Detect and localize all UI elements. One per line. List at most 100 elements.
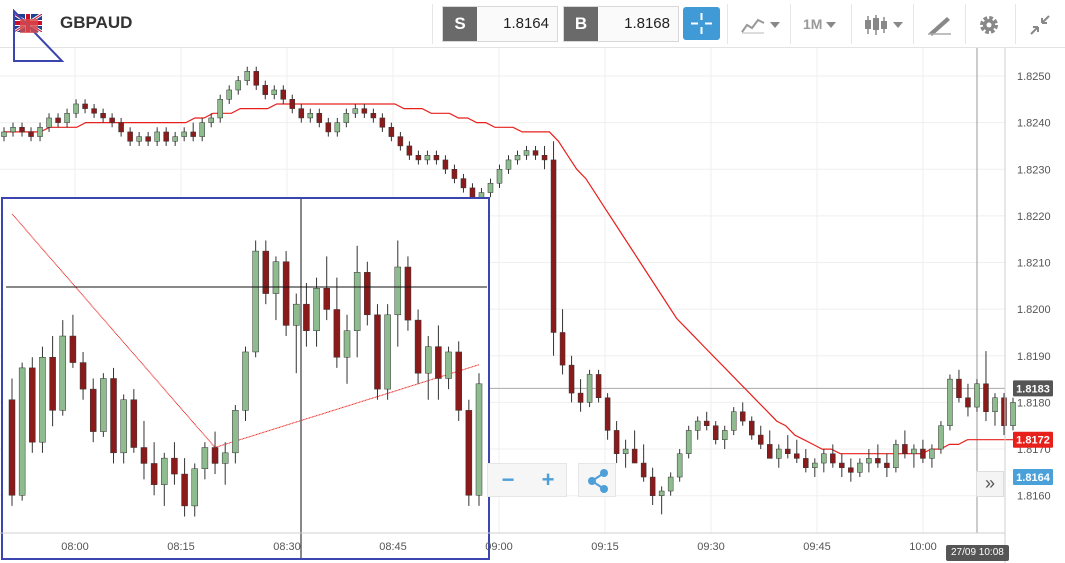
zoom-candle (171, 442, 178, 485)
share-button[interactable] (578, 463, 616, 497)
candle-body-bull (523, 150, 530, 156)
candle-body-bear (920, 448, 926, 459)
candle-body-bull (1, 131, 7, 137)
candle-body-bear (298, 108, 305, 119)
candle-body-bear (109, 117, 115, 123)
candle-body-bear (388, 127, 395, 137)
candle-body-bear (127, 131, 133, 142)
price-chart[interactable]: 1.8250 1.8240 1.8230 1.8220 1.8210 1.8200 1.81… (0, 48, 1065, 563)
zoom-candle (79, 351, 87, 400)
candle-body-bull (658, 490, 665, 496)
zoom-candle (69, 314, 77, 368)
candles-layer (1, 66, 1016, 515)
candle-body-bear (758, 434, 764, 445)
crosshair-icon (691, 13, 712, 34)
candle (947, 374, 953, 431)
candle-body-bear (253, 71, 259, 86)
candle (415, 150, 422, 165)
candle-body-bear (541, 155, 548, 161)
zoom-candle-body-bear (404, 266, 412, 321)
candle-body-bear (379, 117, 386, 128)
candle-body-bull (478, 192, 485, 198)
candle (857, 458, 863, 478)
scroll-to-end-button[interactable]: » (976, 471, 1004, 497)
price-tick-label: 1.8250 (1017, 71, 1051, 83)
candle-body-bear (262, 85, 269, 95)
candle (911, 444, 917, 468)
crosshair-button[interactable] (683, 7, 720, 40)
toolbar-separator (965, 4, 966, 44)
zoom-candle (49, 336, 56, 427)
zoom-candle-body-bear (181, 473, 188, 507)
zoom-candle (414, 309, 422, 384)
zoom-candle-body-bull (100, 378, 107, 432)
buy-price-button[interactable]: B 1.8168 (563, 6, 679, 42)
collapse-button[interactable] (1028, 8, 1052, 40)
candle-body-bear (613, 430, 620, 454)
sell-tag: S (443, 7, 477, 41)
candle-body-bear (325, 122, 332, 133)
candle (785, 435, 791, 459)
candle-body-bull (46, 117, 52, 128)
zoom-candle (242, 346, 249, 421)
zoom-out-button[interactable]: − (501, 467, 515, 492)
zoom-in-button[interactable]: + (541, 467, 555, 492)
price-tick-label: 1.8190 (1017, 351, 1051, 363)
candle (739, 402, 746, 426)
candle-body-bull (514, 155, 521, 161)
candle (541, 145, 548, 170)
candle (505, 155, 512, 174)
candle (442, 155, 449, 174)
candle (10, 122, 16, 137)
zoom-candle-body-bull (394, 266, 402, 316)
candle (109, 113, 115, 128)
candle-body-bull (64, 113, 70, 123)
toolbar-separator (1015, 4, 1016, 44)
zoom-candle (211, 431, 219, 475)
zoom-candle (333, 277, 341, 368)
zoom-candle (303, 282, 310, 347)
zoom-candle-body-bull (424, 346, 432, 374)
candle-body-bear (28, 131, 34, 137)
candle (73, 99, 79, 118)
draw-tools-button[interactable] (926, 8, 952, 40)
candle-body-bear (55, 117, 61, 123)
candle (316, 108, 323, 128)
candle (658, 486, 665, 515)
zoom-candle-body-bear (29, 367, 36, 443)
zoom-candle-body-bear (435, 346, 442, 379)
candle-body-bull (208, 117, 214, 123)
candle (352, 103, 359, 118)
sell-price-button[interactable]: S 1.8164 (442, 6, 558, 42)
candle-body-bull (424, 155, 431, 161)
zoom-candle-body-bear (79, 362, 87, 390)
zoom-candle (39, 346, 46, 453)
timeframe-button[interactable]: 1M (803, 8, 837, 40)
candle (559, 309, 566, 375)
chart-type-button[interactable] (740, 8, 780, 40)
settings-button[interactable] (977, 8, 1001, 40)
zoom-candle (424, 336, 432, 400)
candle-body-bull (37, 127, 43, 137)
price-tag-box (1013, 431, 1053, 448)
candle-body-bull (857, 462, 863, 473)
candle-body-bear (91, 108, 97, 114)
candle (712, 421, 719, 445)
candle-body-bear (848, 467, 854, 473)
candle (523, 145, 530, 160)
triangle-ruler-icon[interactable] (12, 9, 66, 63)
zoom-candle (18, 362, 26, 501)
candle (721, 425, 728, 450)
candle-type-button[interactable] (863, 8, 903, 40)
time-tick-label: 10:00 (909, 541, 937, 553)
candle (451, 164, 458, 184)
candle (145, 131, 151, 146)
candle-body-bull (667, 476, 674, 492)
candle-body-bear (965, 397, 971, 408)
zoom-candle-body-bear (465, 410, 473, 496)
candle (1, 127, 7, 142)
zoom-candle-body-bull (384, 314, 391, 390)
instrument-symbol: GBPAUD (60, 13, 133, 32)
candle-body-bull (352, 108, 359, 114)
zoom-candle (435, 325, 442, 400)
